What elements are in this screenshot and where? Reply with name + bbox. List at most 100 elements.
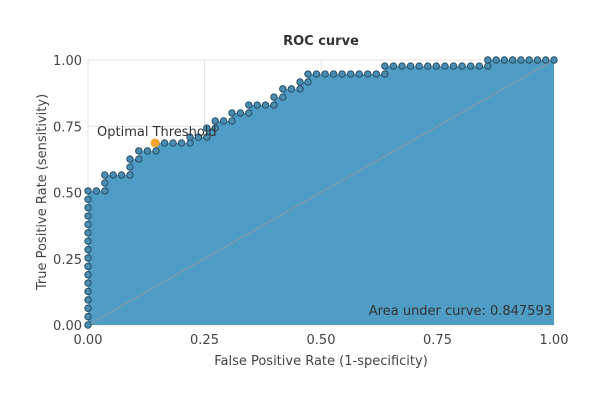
roc-point [304,70,312,78]
roc-point [169,139,177,147]
roc-point [84,279,92,287]
roc-point [381,62,389,70]
roc-point [84,296,92,304]
roc-point [253,101,261,109]
roc-point [525,56,533,64]
roc-point [432,62,441,70]
roc-point [304,78,312,86]
roc-point [203,124,211,132]
roc-point [321,70,329,78]
roc-point [109,171,117,179]
roc-point [406,62,415,70]
roc-point [296,78,304,86]
roc-point [126,163,134,171]
x-tick-label: 0.00 [74,333,103,348]
roc-point [84,254,92,262]
y-tick-label: 0.50 [53,187,82,202]
roc-point [84,195,92,203]
roc-point [484,62,492,70]
roc-point [84,271,92,279]
roc-point [279,93,287,101]
roc-point [143,147,152,155]
roc-point [245,101,253,109]
y-tick-label: 1.00 [53,54,82,69]
chart-title: ROC curve [283,34,359,49]
roc-point [312,70,321,78]
roc-point [84,321,92,329]
optimal-threshold-point [150,138,160,148]
roc-point [84,220,92,229]
x-tick-label: 0.50 [307,333,336,348]
roc-point [372,70,380,78]
optimal-threshold-label: Optimal Threshold [97,125,217,140]
roc-point [84,304,92,312]
roc-point [466,62,475,70]
x-tick-label: 0.75 [423,333,452,348]
roc-point [389,62,398,70]
roc-point [135,155,143,163]
roc-point [177,139,186,147]
roc-point [84,245,92,254]
roc-point [296,85,304,93]
plot-marks [84,56,558,329]
y-tick-label: 0.25 [53,253,82,268]
roc-point [338,70,346,78]
roc-point [84,203,92,212]
roc-point [228,109,236,117]
roc-point [550,56,558,64]
y-tick-label: 0.00 [53,319,82,334]
y-tick-label: 0.75 [53,120,82,135]
roc-point [270,93,278,101]
roc-point [484,56,492,64]
roc-point [126,155,134,163]
roc-point [236,109,245,117]
roc-point [517,56,525,64]
roc-point [92,187,101,195]
roc-point [270,101,278,109]
auc-annotation: Area under curve: 0.847593 [369,304,552,319]
roc-point [381,70,389,78]
y-axis-label: True Positive Rate (sensitivity) [35,94,50,291]
roc-point [126,171,134,179]
roc-point [279,85,287,93]
roc-point [287,85,296,93]
roc-point [101,179,109,187]
roc-point [508,56,517,64]
roc-point [211,117,219,125]
roc-point [364,70,372,78]
roc-point [355,70,363,78]
roc-point [398,62,406,70]
roc-point [261,101,270,109]
roc-point [152,147,160,155]
roc-point [211,124,219,132]
roc-point [533,56,542,64]
roc-point [449,62,458,70]
roc-point [84,237,92,245]
roc-point [84,229,92,237]
diagonal-reference-line [87,59,555,326]
roc-point [415,62,423,70]
roc-point [441,62,449,70]
axis-ticks: 0.00 0.25 0.50 0.75 1.00 0.00 0.25 0.50 0.75 1.00 [53,54,568,348]
roc-point [186,133,194,141]
roc-point [203,133,211,141]
roc-point [458,62,466,70]
roc-point [228,117,236,125]
roc-point [346,70,355,78]
roc-point [329,70,338,78]
x-tick-label: 1.00 [540,333,569,348]
roc-point [84,262,92,271]
roc-point [84,287,92,296]
roc-point [475,62,483,70]
roc-point [101,171,109,179]
roc-point [101,187,109,195]
roc-point [194,133,203,141]
roc-point [160,139,169,147]
roc-point [424,62,432,70]
x-axis-label: False Positive Rate (1-specificity) [214,354,428,369]
roc-point [117,171,126,179]
roc-point [500,56,509,64]
roc-point [135,147,143,155]
roc-point [542,56,550,64]
